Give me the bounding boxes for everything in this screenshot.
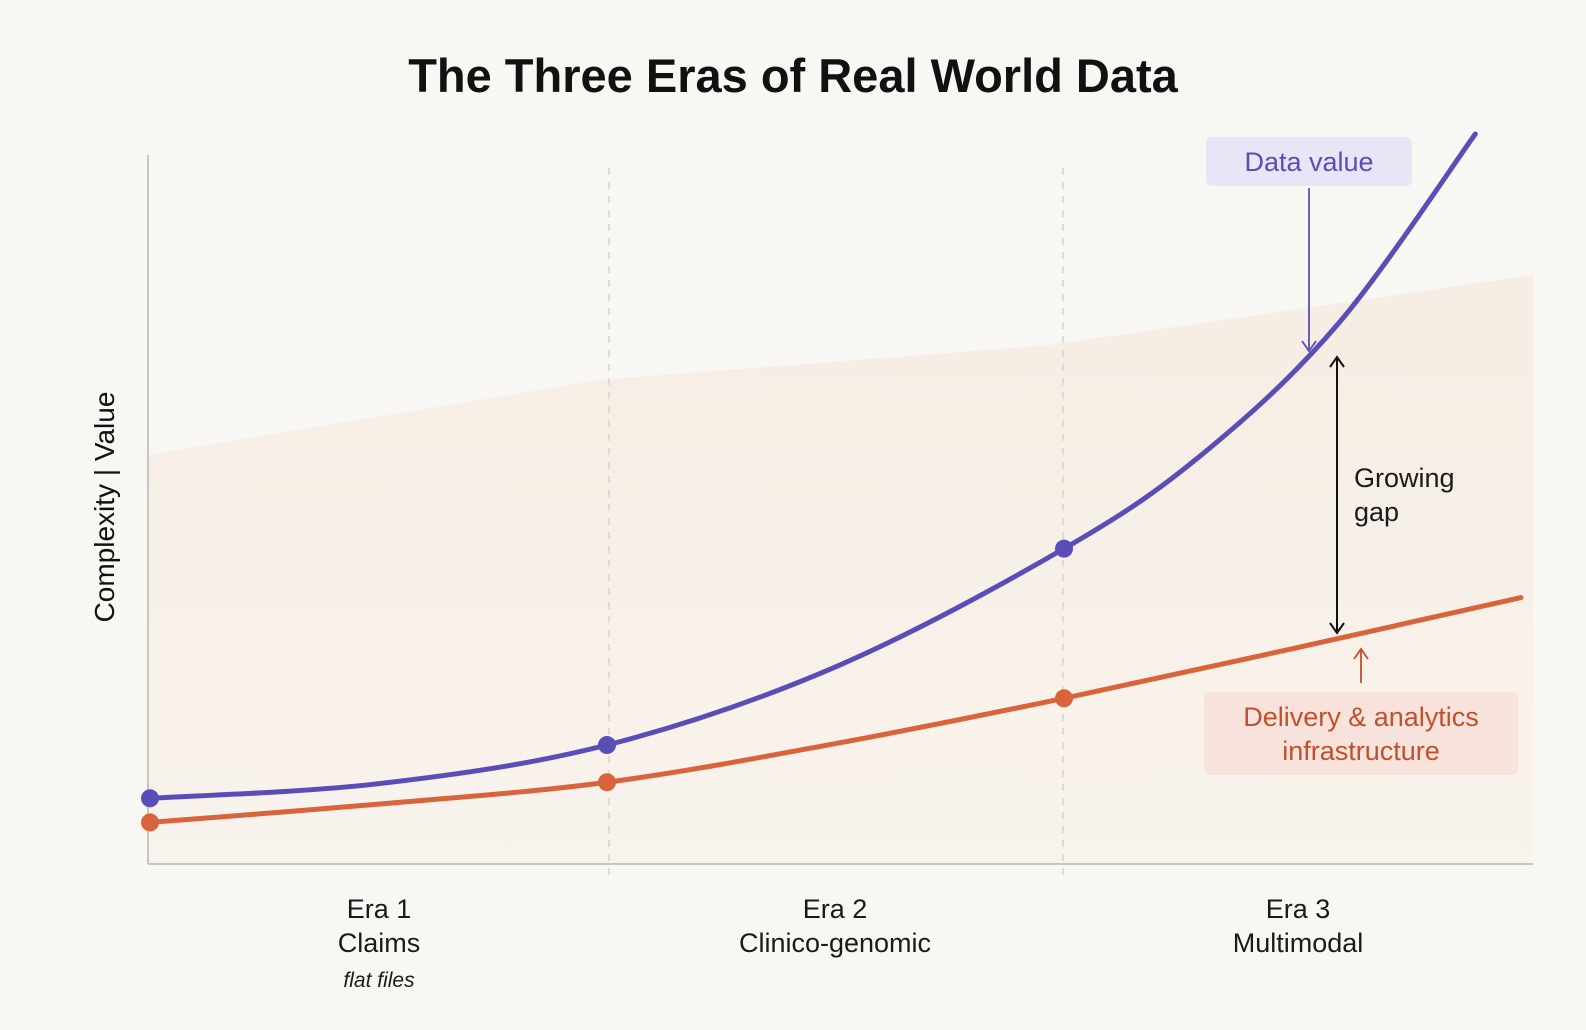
data-point [141, 789, 159, 808]
series-line-infrastructure [147, 595, 1524, 825]
arrow-down-icon [1301, 340, 1317, 353]
era-2-label: Clinico-genomic [739, 928, 931, 958]
callout-infrastructure: Delivery & analytics infrastructure [1204, 647, 1518, 775]
era-3-label: Multimodal [1233, 928, 1364, 958]
era-1-label: Claims [338, 928, 421, 958]
callout-infrastructure-text-line-1: Delivery & analytics [1243, 702, 1479, 732]
series-points-infrastructure [141, 689, 1073, 832]
era-1-name: Era 1 [347, 894, 412, 924]
callout-data-value: Data value [1206, 137, 1412, 353]
arrow-down-icon [1329, 622, 1345, 635]
era-2-name: Era 2 [803, 894, 868, 924]
data-point [1055, 539, 1073, 558]
chart-title: The Three Eras of Real World Data [408, 49, 1178, 102]
callout-infrastructure-box [1204, 692, 1518, 775]
era-3-name: Era 3 [1266, 894, 1331, 924]
callout-data-value-box [1206, 137, 1412, 186]
arrow-up-icon [1353, 647, 1369, 660]
gap-indicator: Growing gap [1329, 355, 1455, 635]
data-point [598, 736, 616, 755]
data-point [141, 813, 159, 832]
era-label-3: Era 3 Multimodal [1233, 894, 1364, 958]
y-axis-label: Complexity | Value [89, 392, 120, 623]
callout-infrastructure-text-line-2: infrastructure [1282, 736, 1440, 766]
era-label-2: Era 2 Clinico-genomic [739, 894, 931, 958]
series-line-data-value [147, 131, 1478, 801]
era-1-sublabel: flat files [343, 969, 415, 992]
background-band [148, 275, 1533, 864]
gap-label-line-2: gap [1354, 497, 1399, 527]
callout-data-value-text: Data value [1244, 147, 1373, 177]
gap-label-line-1: Growing [1354, 463, 1455, 493]
data-point [598, 773, 616, 792]
data-point [1055, 689, 1073, 708]
series-points-data-value [141, 539, 1073, 808]
era-label-1: Era 1 Claims flat files [338, 894, 421, 992]
arrow-up-icon [1329, 355, 1345, 368]
